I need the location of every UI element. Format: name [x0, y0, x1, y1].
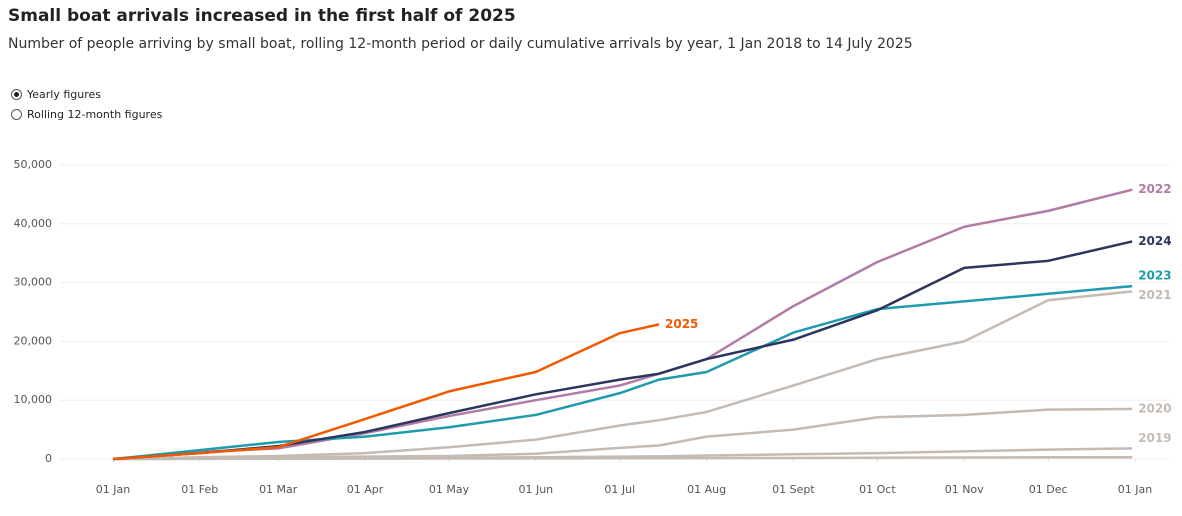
series-label: 2022 — [1138, 182, 1171, 196]
x-tick-label: 01 Jun — [518, 483, 553, 496]
y-tick-label: 50,000 — [14, 158, 53, 171]
x-tick-label: 01 Aug — [687, 483, 726, 496]
radio-label[interactable]: Rolling 12-month figures — [27, 108, 163, 121]
x-tick-label: 01 Jul — [604, 483, 635, 496]
series-line — [112, 284, 1133, 461]
y-tick-label: 40,000 — [14, 217, 53, 230]
radio-option[interactable]: Yearly figures — [11, 88, 101, 101]
radio-option[interactable]: Rolling 12-month figures — [11, 108, 162, 121]
series-label: 2025 — [665, 317, 698, 331]
y-tick-label: 30,000 — [14, 276, 53, 289]
series-line — [112, 407, 1133, 461]
x-tick-label: 01 May — [429, 483, 470, 496]
x-tick-label: 01 Mar — [259, 483, 298, 496]
x-tick-label: 01 Jan — [96, 483, 130, 496]
x-tick-label: 01 Oct — [859, 483, 896, 496]
series-label: 2019 — [1138, 431, 1171, 445]
x-tick-label: 01 Feb — [181, 483, 218, 496]
x-tick-label: 01 Jan — [1118, 483, 1152, 496]
y-tick-label: 20,000 — [14, 334, 53, 347]
chart-subtitle: Number of people arriving by small boat,… — [8, 36, 913, 52]
y-tick-label: 0 — [45, 452, 52, 465]
series-line — [112, 290, 1133, 461]
y-tick-label: 10,000 — [14, 393, 53, 406]
series-label: 2020 — [1138, 402, 1171, 416]
series-line — [112, 188, 1133, 461]
radio-label[interactable]: Yearly figures — [27, 88, 102, 101]
radio-button[interactable] — [11, 109, 22, 120]
x-tick-label: 01 Dec — [1029, 483, 1068, 496]
x-tick-label: 01 Nov — [945, 483, 984, 496]
series-label: 2021 — [1138, 288, 1171, 302]
series-line — [112, 323, 660, 461]
x-tick-label: 01 Apr — [347, 483, 384, 496]
chart-title: Small boat arrivals increased in the fir… — [8, 6, 516, 26]
series-label: 2023 — [1138, 269, 1171, 283]
radio-button[interactable] — [11, 89, 22, 100]
series-label: 2024 — [1138, 234, 1171, 248]
x-tick-label: 01 Sept — [772, 483, 815, 496]
